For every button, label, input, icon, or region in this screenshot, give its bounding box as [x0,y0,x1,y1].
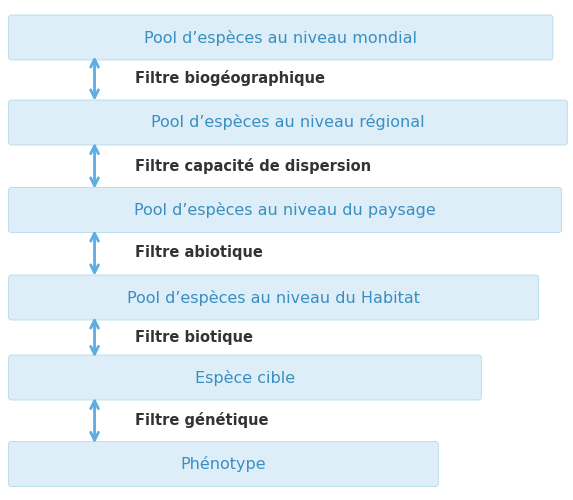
Text: Pool d’espèces au niveau du Habitat: Pool d’espèces au niveau du Habitat [127,290,420,306]
FancyBboxPatch shape [9,275,539,320]
Text: Pool d’espèces au niveau régional: Pool d’espèces au niveau régional [151,114,425,130]
Text: Filtre génétique: Filtre génétique [135,412,268,428]
FancyBboxPatch shape [9,188,562,232]
FancyBboxPatch shape [9,355,481,400]
Text: Espèce cible: Espèce cible [195,370,295,386]
FancyBboxPatch shape [9,100,567,145]
FancyBboxPatch shape [9,442,438,486]
Text: Filtre biogéographique: Filtre biogéographique [135,70,325,86]
Text: Pool d’espèces au niveau mondial: Pool d’espèces au niveau mondial [144,30,417,46]
Text: Filtre capacité de dispersion: Filtre capacité de dispersion [135,158,371,174]
Text: Phénotype: Phénotype [180,456,266,472]
Text: Pool d’espèces au niveau du paysage: Pool d’espèces au niveau du paysage [134,202,436,218]
Text: Filtre abiotique: Filtre abiotique [135,246,262,260]
FancyBboxPatch shape [9,15,553,60]
Text: Filtre biotique: Filtre biotique [135,330,253,345]
